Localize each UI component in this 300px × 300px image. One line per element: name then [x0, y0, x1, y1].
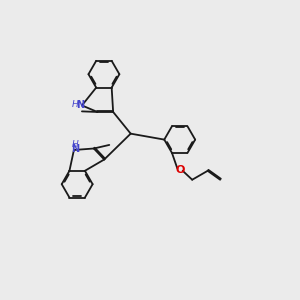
Text: H: H	[72, 100, 79, 109]
Text: N: N	[76, 100, 85, 110]
Text: N: N	[71, 143, 79, 154]
Text: H: H	[71, 140, 78, 149]
Text: O: O	[176, 165, 185, 175]
